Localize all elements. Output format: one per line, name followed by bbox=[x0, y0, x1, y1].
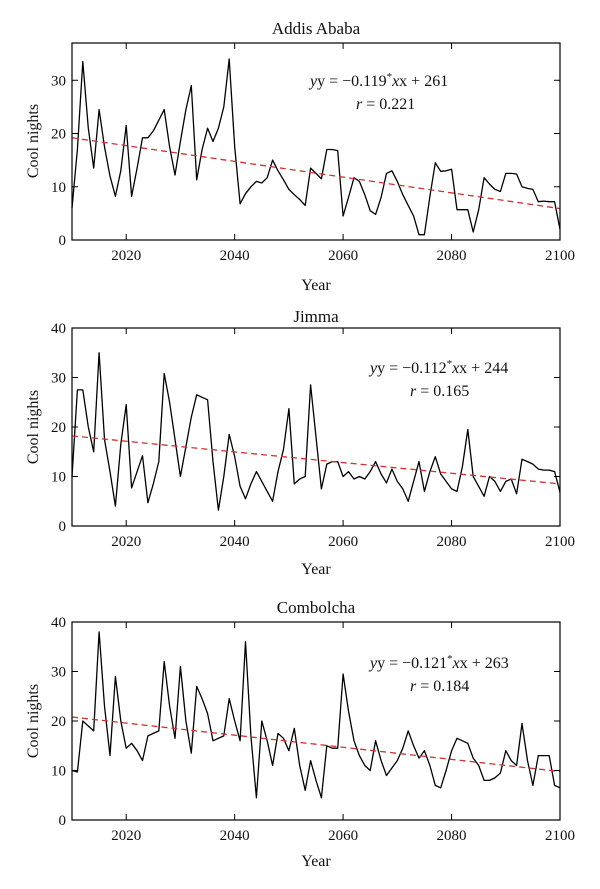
trend-line bbox=[71, 435, 561, 485]
chart-panel-combolcha: Combolcha yy = −0.121*xx + 263 r = 0.184… bbox=[25, 598, 575, 870]
axis-ticks: 2020 2040 2060 2080 2100 0 10 20 30 40 bbox=[51, 615, 575, 844]
equation-asterisk: * bbox=[447, 358, 453, 370]
r-value: = 0.184 bbox=[416, 678, 469, 695]
x-tick-label: 2100 bbox=[545, 828, 575, 844]
correlation-text: r = 0.184 bbox=[410, 678, 469, 695]
x-tick-label: 2100 bbox=[545, 248, 575, 264]
axis-ticks: 2020 2040 2060 2080 2100 0 10 20 30 bbox=[51, 43, 575, 264]
r-value: = 0.221 bbox=[362, 96, 415, 113]
plot-marks bbox=[71, 58, 561, 236]
equation-suffix: x + 261 bbox=[399, 73, 448, 90]
regression-equation: yy = −0.119*xx + 261 bbox=[308, 71, 448, 90]
chart-panel-addis-ababa: Addis Ababa yy = −0.119*xx + 261 r = 0.2… bbox=[25, 19, 575, 294]
regression-equation: yy = −0.121*xx + 263 bbox=[368, 653, 509, 672]
plot-marks bbox=[71, 631, 561, 799]
x-tick-label: 2040 bbox=[220, 248, 250, 264]
y-axis-label: Cool nights bbox=[25, 104, 42, 178]
y-tick-label: 20 bbox=[51, 420, 66, 436]
plot-frame bbox=[71, 42, 561, 241]
x-axis-label: Year bbox=[301, 277, 331, 294]
r-value: = 0.165 bbox=[416, 383, 469, 400]
equation-suffix: x + 244 bbox=[459, 360, 508, 377]
y-tick-label: 0 bbox=[59, 519, 67, 535]
x-tick-label: 2060 bbox=[328, 248, 358, 264]
plot-frame bbox=[71, 621, 561, 821]
chart-title: Jimma bbox=[293, 307, 339, 326]
r-label: r bbox=[356, 96, 363, 113]
y-tick-label: 10 bbox=[51, 764, 66, 780]
plot-frame bbox=[71, 327, 561, 527]
y-tick-label: 40 bbox=[51, 615, 66, 631]
y-tick-label: 30 bbox=[51, 371, 66, 387]
x-axis-label: Year bbox=[301, 561, 331, 578]
y-tick-label: 30 bbox=[51, 73, 66, 89]
x-tick-label: 2080 bbox=[437, 248, 467, 264]
equation-prefix: y = −0.119 bbox=[317, 73, 386, 90]
x-tick-label: 2080 bbox=[437, 828, 467, 844]
x-tick-label: 2020 bbox=[111, 534, 141, 550]
equation-asterisk: * bbox=[387, 71, 393, 83]
y-axis-label: Cool nights bbox=[25, 684, 42, 758]
y-tick-label: 20 bbox=[51, 714, 66, 730]
y-tick-label: 20 bbox=[51, 127, 66, 143]
chart-title: Addis Ababa bbox=[272, 19, 361, 38]
y-axis-label: Cool nights bbox=[25, 390, 42, 464]
equation-prefix: y = −0.121 bbox=[377, 655, 447, 672]
x-tick-label: 2040 bbox=[220, 828, 250, 844]
y-tick-label: 40 bbox=[51, 321, 66, 337]
series-line bbox=[71, 58, 561, 236]
r-label: r bbox=[410, 383, 417, 400]
x-tick-label: 2040 bbox=[220, 534, 250, 550]
x-tick-label: 2060 bbox=[328, 534, 358, 550]
trend-line bbox=[71, 716, 561, 773]
plot-marks bbox=[71, 352, 561, 511]
x-tick-label: 2020 bbox=[111, 248, 141, 264]
x-tick-label: 2100 bbox=[545, 534, 575, 550]
correlation-text: r = 0.221 bbox=[356, 96, 415, 113]
series-line bbox=[71, 631, 561, 799]
y-tick-label: 10 bbox=[51, 470, 66, 486]
y-tick-label: 30 bbox=[51, 665, 66, 681]
x-axis-label: Year bbox=[301, 853, 331, 870]
r-label: r bbox=[410, 678, 417, 695]
chart-panel-jimma: Jimma yy = −0.112*xx + 244 r = 0.165 Yea… bbox=[25, 307, 575, 578]
axis-ticks: 2020 2040 2060 2080 2100 0 10 20 30 40 bbox=[51, 321, 575, 550]
x-tick-label: 2020 bbox=[111, 828, 141, 844]
x-tick-label: 2080 bbox=[437, 534, 467, 550]
equation-prefix: y = −0.112 bbox=[377, 360, 446, 377]
series-line bbox=[71, 352, 561, 511]
equation-asterisk: * bbox=[447, 653, 453, 665]
correlation-text: r = 0.165 bbox=[410, 383, 469, 400]
equation-suffix: x + 263 bbox=[460, 655, 509, 672]
y-tick-label: 0 bbox=[59, 233, 67, 249]
y-tick-label: 10 bbox=[51, 180, 66, 196]
y-tick-label: 0 bbox=[59, 813, 67, 829]
x-tick-label: 2060 bbox=[328, 828, 358, 844]
trend-line bbox=[71, 137, 561, 210]
chart-title: Combolcha bbox=[277, 598, 356, 617]
regression-equation: yy = −0.112*xx + 244 bbox=[368, 358, 508, 377]
